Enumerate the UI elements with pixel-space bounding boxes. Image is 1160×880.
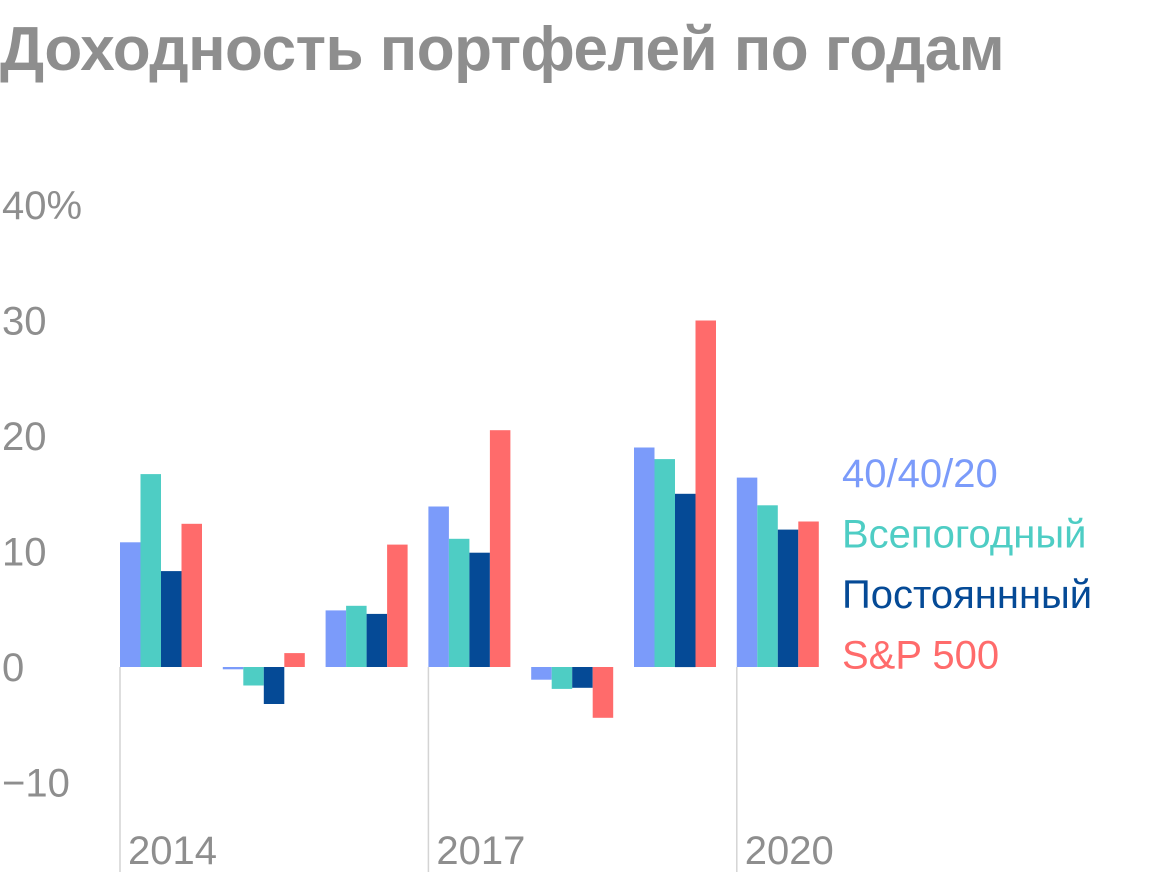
- bar: [551, 667, 573, 689]
- bar: [387, 544, 408, 667]
- chart-title: Доходность портфелей по годам: [0, 15, 1005, 84]
- bar: [161, 571, 182, 667]
- legend-entry: S&P 500: [842, 634, 999, 678]
- bar: [531, 667, 552, 680]
- bar: [120, 542, 141, 667]
- bar: [140, 474, 161, 667]
- x-tick-label: 2014: [128, 829, 217, 873]
- bar: [572, 667, 593, 688]
- legend: 40/40/20 Всепогодный Постояннный S&P 500: [842, 452, 1092, 678]
- bar: [654, 459, 675, 667]
- bar: [366, 613, 388, 667]
- legend-entry: Постояннный: [842, 573, 1092, 617]
- bar: [736, 477, 758, 667]
- bar: [284, 653, 305, 667]
- x-axis-separators: [119, 667, 738, 872]
- bar: [489, 430, 511, 667]
- bar: [263, 667, 285, 704]
- y-axis-ticks: 40% 30 20 10 0 −10: [2, 184, 82, 806]
- bar: [757, 505, 778, 667]
- y-tick-label: 0: [2, 646, 24, 690]
- legend-entry: Всепогодный: [842, 513, 1086, 557]
- bar: [634, 447, 655, 667]
- x-tick-label: 2017: [436, 829, 525, 873]
- legend-entry: 40/40/20: [842, 452, 998, 496]
- y-tick-label: 40%: [2, 184, 82, 228]
- x-tick-label: 2020: [745, 829, 834, 873]
- y-tick-label: 20: [2, 415, 47, 459]
- bar: [592, 667, 614, 718]
- bar: [222, 667, 244, 670]
- bar: [777, 529, 799, 667]
- bar: [181, 523, 202, 667]
- bar: [695, 320, 716, 667]
- bar: [428, 506, 449, 667]
- x-axis-ticks: 2014 2017 2020: [128, 829, 834, 873]
- bar: [448, 538, 470, 667]
- y-tick-label: 30: [2, 300, 47, 344]
- bar: [243, 667, 264, 686]
- bar: [798, 521, 819, 667]
- bar: [346, 605, 367, 667]
- bar: [675, 493, 696, 668]
- bars: [120, 320, 819, 718]
- y-tick-label: −10: [2, 762, 70, 806]
- bar: [325, 610, 347, 667]
- y-tick-label: 10: [2, 531, 47, 575]
- bar: [469, 552, 490, 667]
